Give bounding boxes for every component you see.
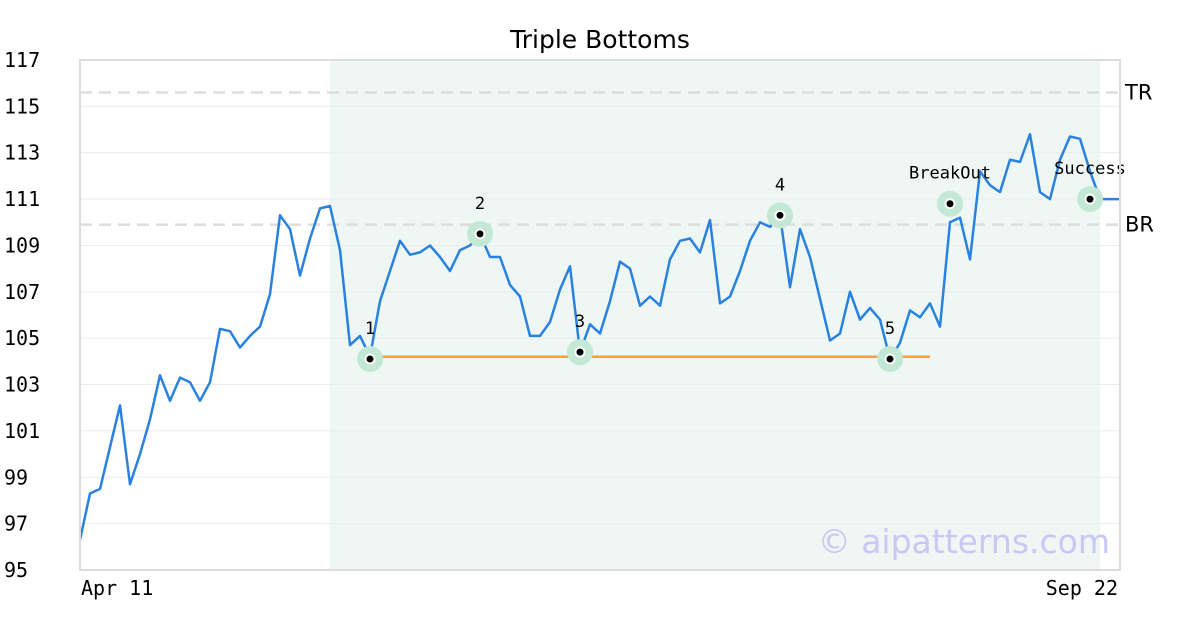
point-label-success: Success	[1054, 159, 1126, 179]
y-tick-label: 103	[4, 373, 40, 397]
y-tick-label: 105	[4, 326, 40, 350]
point-dot-3	[576, 348, 584, 356]
point-label-3: 3	[575, 312, 585, 332]
level-label-br: BR	[1125, 213, 1154, 237]
point-dot-breakout	[946, 200, 954, 208]
point-label-2: 2	[475, 194, 485, 214]
y-tick-label: 99	[4, 465, 28, 489]
y-tick-label: 107	[4, 280, 40, 304]
y-tick-label: 97	[4, 512, 28, 536]
y-tick-label: 113	[4, 141, 40, 165]
y-tick-label: 101	[4, 419, 40, 443]
point-dot-1	[366, 355, 374, 363]
point-label-1: 1	[365, 319, 375, 339]
point-label-4: 4	[775, 175, 785, 195]
y-tick-label: 109	[4, 233, 40, 257]
level-label-tr: TR	[1124, 80, 1152, 104]
y-tick-label: 95	[4, 558, 28, 582]
chart-title: Triple Bottoms	[509, 25, 690, 54]
plot-frame	[79, 59, 1121, 571]
pattern-region	[330, 60, 1100, 570]
point-dot-success	[1086, 195, 1094, 203]
watermark: © aipatterns.com	[818, 522, 1110, 561]
y-tick-label: 115	[4, 94, 40, 118]
x-tick-label-end: Sep 22	[1046, 576, 1118, 600]
price-line	[78, 132, 1120, 541]
point-dot-5	[886, 355, 894, 363]
x-tick-label-start: Apr 11	[81, 576, 153, 600]
point-dot-2	[476, 230, 484, 238]
point-dot-4	[776, 211, 784, 219]
y-tick-label: 111	[4, 187, 40, 211]
point-label-5: 5	[885, 319, 895, 339]
point-label-breakout: BreakOut	[909, 164, 991, 184]
y-tick-label: 117	[4, 48, 40, 72]
